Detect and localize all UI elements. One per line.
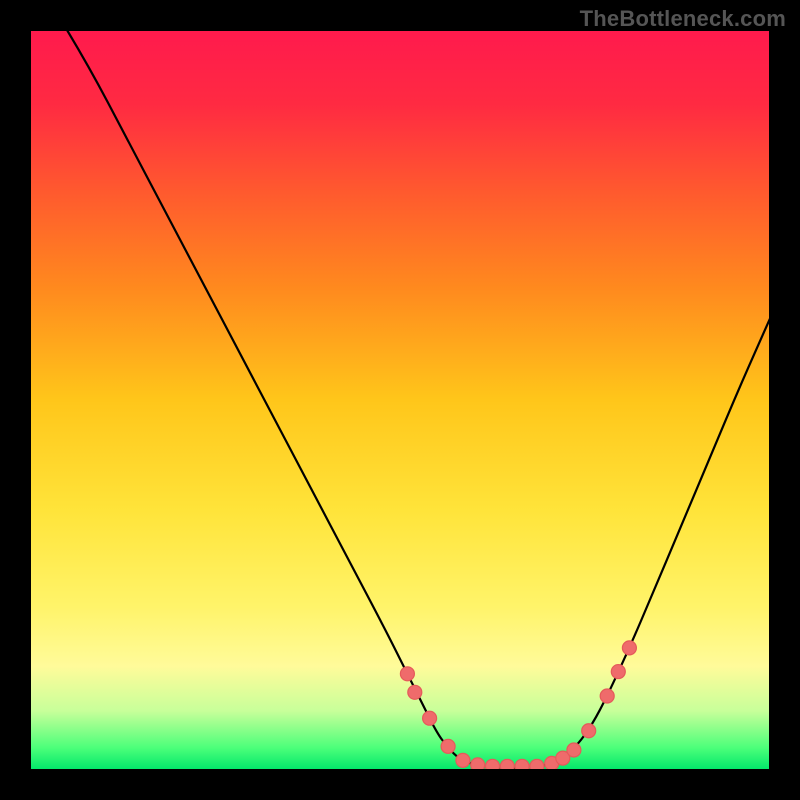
data-marker	[600, 689, 614, 703]
data-marker	[515, 759, 529, 773]
data-marker	[567, 743, 581, 757]
chart-stage: TheBottleneck.com	[0, 0, 800, 800]
data-marker	[408, 685, 422, 699]
data-marker	[456, 753, 470, 767]
data-marker	[622, 641, 636, 655]
data-marker	[423, 711, 437, 725]
data-marker	[441, 739, 455, 753]
data-marker	[400, 667, 414, 681]
data-marker	[582, 724, 596, 738]
data-marker	[500, 759, 514, 773]
data-marker	[530, 759, 544, 773]
plot-svg	[0, 0, 800, 800]
data-marker	[486, 759, 500, 773]
data-marker	[611, 665, 625, 679]
